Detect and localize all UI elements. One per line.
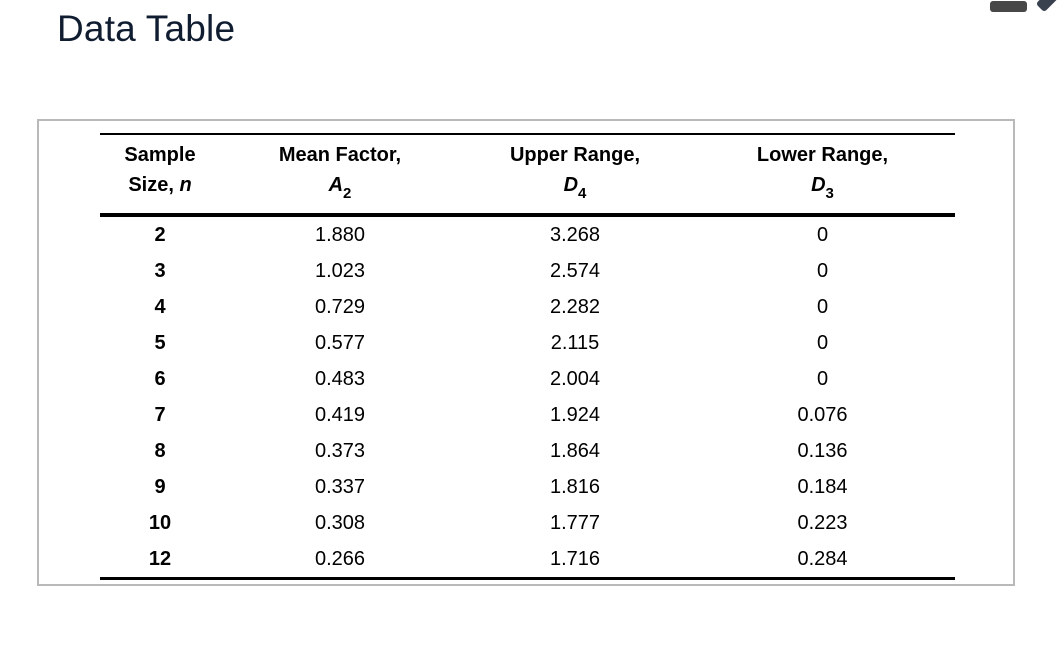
mean-factor-cell: 1.880 [314,223,366,246]
col-header-lower-range: Lower Range, D3 [690,134,955,215]
mean-factor-cell: 0.577 [314,331,366,354]
upper-range-cell: 1.816 [549,475,601,498]
col-header-mean-factor: Mean Factor, A2 [220,134,460,215]
upper-range-cell: 1.777 [549,511,601,534]
mean-factor-cell: 0.308 [314,511,366,534]
upper-range-cell: 2.574 [549,259,601,282]
table-row: 9 0.337 1.816 0.184 [100,469,955,505]
symbol-n: n [179,174,192,196]
header-line: Lower Range, [756,144,889,166]
lower-range-cell: 0.136 [797,439,848,462]
table-row: 3 1.023 2.574 0 [100,253,955,289]
sample-size-cell: 2 [154,223,166,246]
table-row: 7 0.419 1.924 0.076 [100,397,955,433]
table-row: 8 0.373 1.864 0.136 [100,433,955,469]
lower-range-cell: 0.284 [797,547,848,570]
header-line: D3 [811,174,834,202]
header-line: Size, n [128,174,192,196]
symbol-D3: D [811,174,826,196]
lower-range-cell: 0.076 [797,403,848,426]
table-row: 4 0.729 2.282 0 [100,289,955,325]
sample-size-cell: 7 [154,403,166,426]
table-body: 2 1.880 3.268 0 3 1.023 2.574 0 4 0.729 2.282 0 5 0.5… [100,215,955,579]
sample-size-cell: 8 [154,439,166,462]
minimize-dash-icon[interactable] [990,1,1027,12]
header-row: Sample Size, n Mean Factor, A2 Upper Ran… [100,134,955,215]
header-line: Mean Factor, [278,144,402,166]
symbol-A: A [328,174,344,196]
table-row: 12 0.266 1.716 0.284 [100,541,955,579]
lower-range-cell: 0 [816,295,829,318]
mean-factor-cell: 1.023 [314,259,366,282]
mean-factor-cell: 0.419 [314,403,366,426]
mean-factor-cell: 0.373 [314,439,366,462]
data-table-panel: Sample Size, n Mean Factor, A2 Upper Ran… [37,119,1015,586]
mean-factor-cell: 0.337 [314,475,366,498]
mean-factor-cell: 0.483 [314,367,366,390]
lower-range-cell: 0 [816,367,829,390]
page-title: Data Table [57,8,236,49]
sample-size-cell: 12 [148,547,172,570]
table-row: 10 0.308 1.777 0.223 [100,505,955,541]
header-line: A2 [328,174,352,202]
sample-size-cell: 3 [154,259,166,282]
upper-range-cell: 3.268 [549,223,601,246]
table-row: 6 0.483 2.004 0 [100,361,955,397]
header-line: Sample [124,144,196,166]
upper-range-cell: 1.864 [549,439,601,462]
sample-size-cell: 5 [154,331,166,354]
lower-range-cell: 0 [816,331,829,354]
upper-range-cell: 2.115 [550,331,600,354]
table-row: 5 0.577 2.115 0 [100,325,955,361]
upper-range-cell: 2.004 [549,367,601,390]
col-header-sample-size: Sample Size, n [100,134,220,215]
sample-size-cell: 10 [148,511,172,534]
sample-size-cell: 4 [154,295,166,318]
lower-range-cell: 0 [816,259,829,282]
data-table: Sample Size, n Mean Factor, A2 Upper Ran… [100,133,955,580]
col-header-upper-range: Upper Range, D4 [460,134,690,215]
upper-range-cell: 2.282 [549,295,601,318]
upper-range-cell: 1.924 [549,403,601,426]
table-header: Sample Size, n Mean Factor, A2 Upper Ran… [100,134,955,215]
lower-range-cell: 0.184 [797,475,848,498]
sample-size-cell: 9 [154,475,166,498]
table-row: 2 1.880 3.268 0 [100,215,955,253]
lower-range-cell: 0 [816,223,829,246]
header-line: Upper Range, [509,144,641,166]
pencil-edit-icon[interactable] [1035,0,1062,13]
mean-factor-cell: 0.266 [314,547,366,570]
lower-range-cell: 0.223 [797,511,848,534]
header-line: D4 [563,174,587,202]
upper-range-cell: 1.716 [549,547,601,570]
mean-factor-cell: 0.729 [314,295,366,318]
symbol-D4: D [563,174,579,196]
sample-size-cell: 6 [154,367,166,390]
